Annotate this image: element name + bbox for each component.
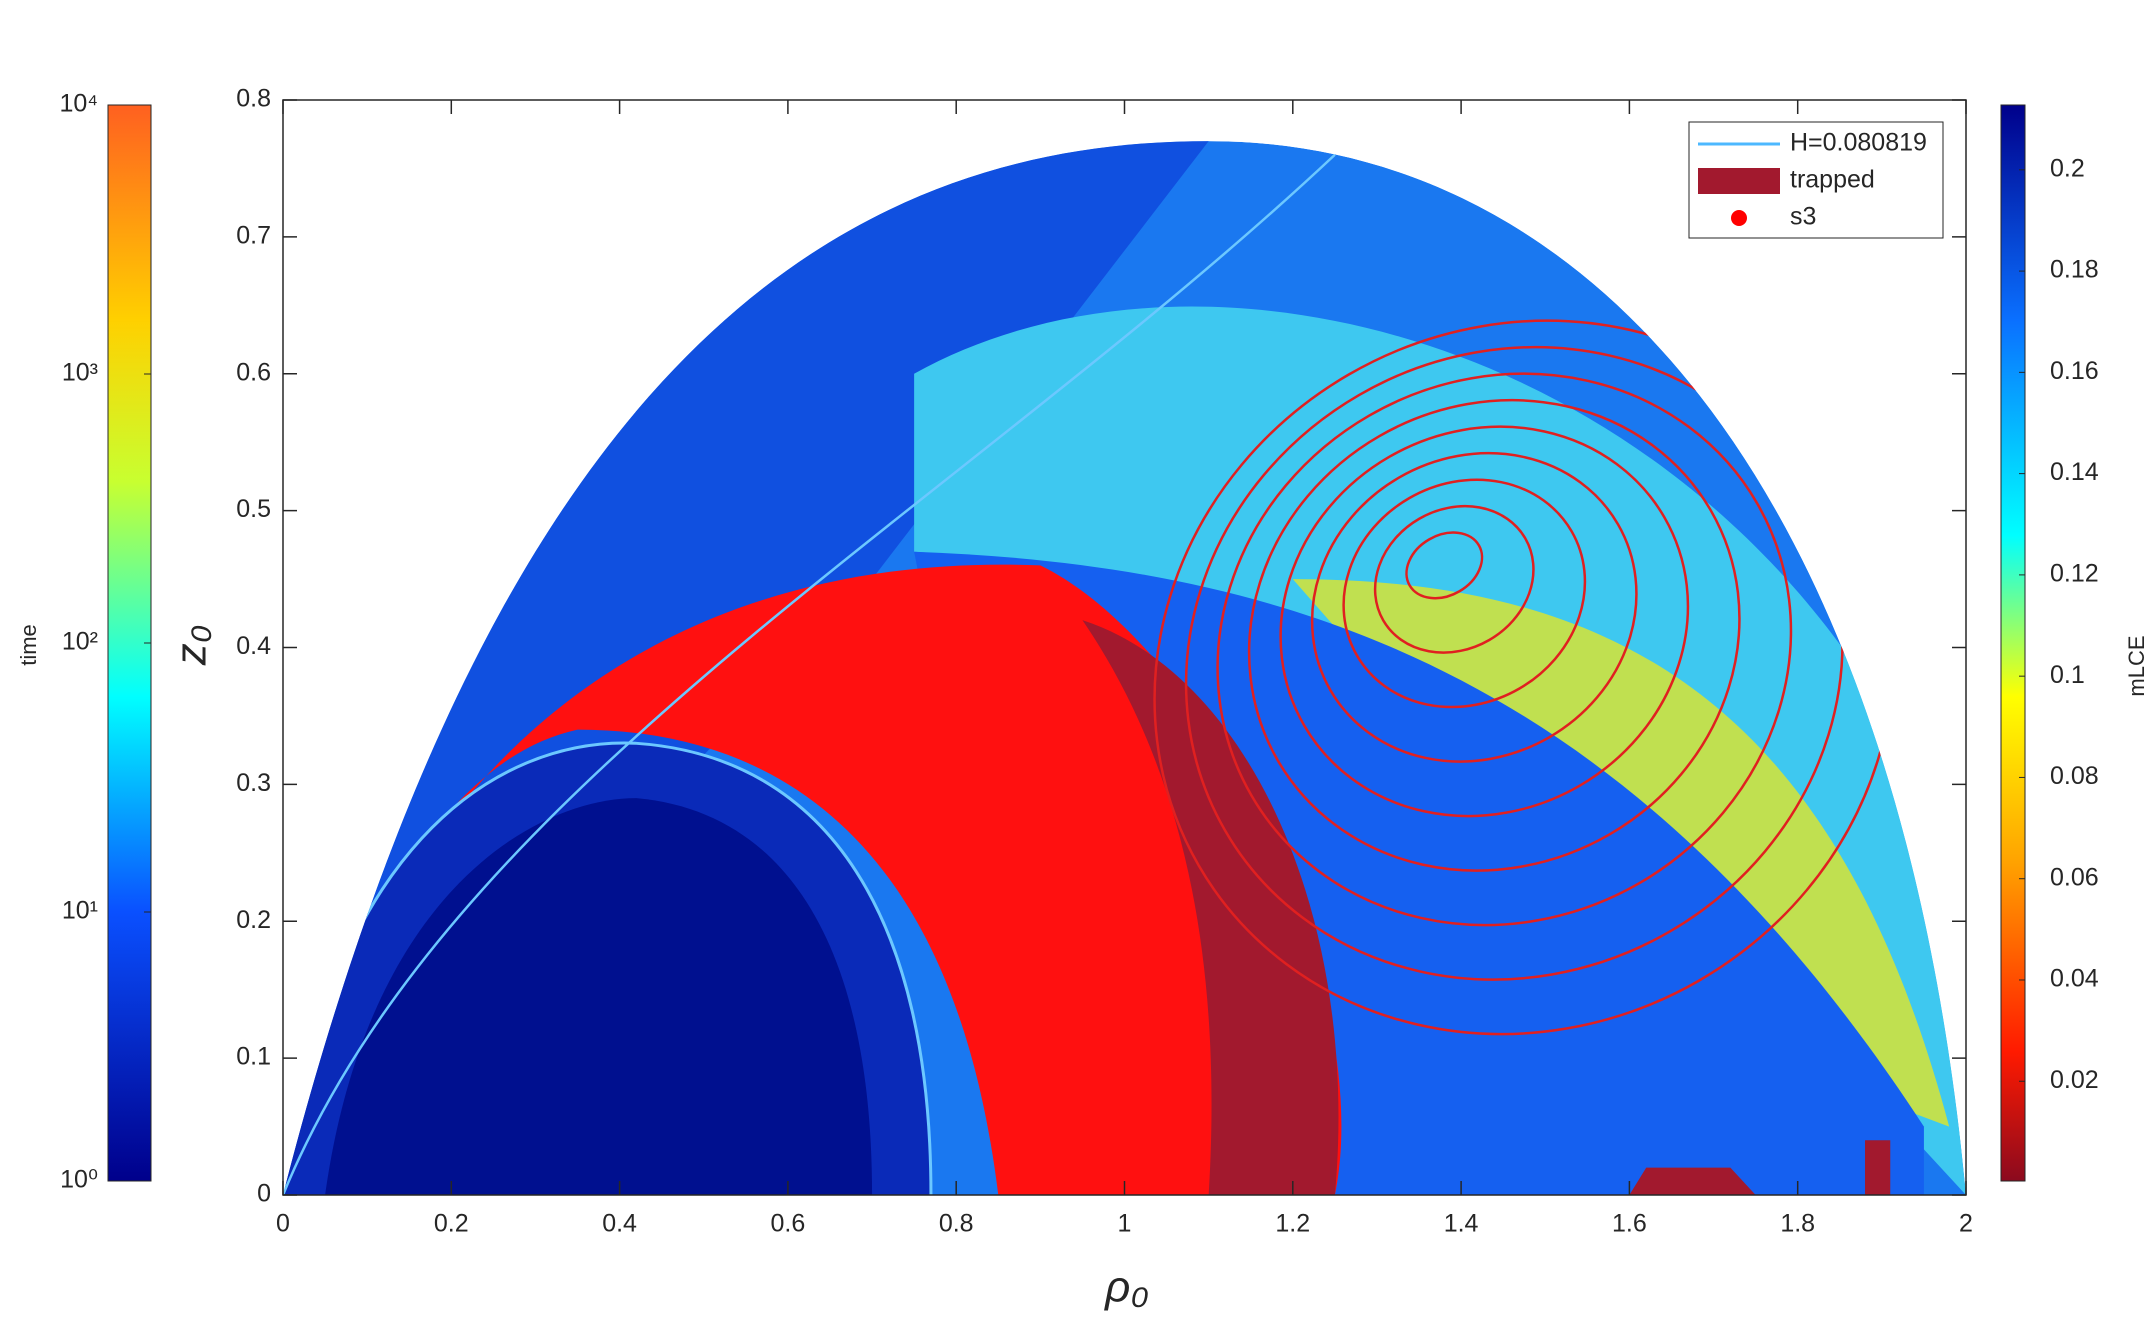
map-region bbox=[1082, 620, 1339, 1195]
map-curve bbox=[1310, 451, 1638, 763]
map-curve bbox=[1373, 504, 1535, 654]
colorbar2-label: time bbox=[16, 624, 41, 666]
map-curve bbox=[283, 153, 1336, 1195]
colorbar-tick-label: 0.2 bbox=[2050, 154, 2085, 182]
colorbar-label: mLCE bbox=[2124, 635, 2149, 696]
colorbar-tick-label: 10⁰ bbox=[60, 1166, 98, 1194]
colorbar-tick-label: 0.18 bbox=[2050, 256, 2099, 284]
y-tick-label: 0.3 bbox=[236, 769, 271, 797]
map-curve bbox=[1405, 531, 1484, 600]
x-tick-label: 1.8 bbox=[1780, 1210, 1815, 1238]
x-tick-label: 0.8 bbox=[939, 1210, 974, 1238]
legend-swatch bbox=[1731, 210, 1747, 226]
colorbar bbox=[2000, 104, 2026, 1182]
y-tick-label: 0.5 bbox=[236, 495, 271, 523]
x-axis-label: ρ₀ bbox=[1103, 1263, 1149, 1312]
x-tick-label: 1 bbox=[1118, 1210, 1132, 1238]
map-region bbox=[299, 564, 1342, 1195]
map-region bbox=[914, 306, 1966, 1195]
y-tick-label: 0.8 bbox=[236, 85, 271, 113]
colorbar bbox=[107, 104, 152, 1182]
x-tick-label: 0.2 bbox=[434, 1210, 469, 1238]
colorbar-tick-label: 0.08 bbox=[2050, 762, 2099, 790]
y-axis-label: z₀ bbox=[167, 625, 216, 667]
legend-label: H=0.080819 bbox=[1790, 129, 1927, 157]
x-tick-label: 1.6 bbox=[1612, 1210, 1647, 1238]
heatmap-image bbox=[283, 141, 1966, 1195]
map-curve bbox=[1279, 425, 1690, 818]
map-region bbox=[1865, 1140, 1891, 1195]
y-tick-label: 0 bbox=[257, 1180, 271, 1208]
map-curve bbox=[1247, 398, 1741, 872]
map-region bbox=[325, 798, 873, 1195]
x-tick-label: 0.4 bbox=[602, 1210, 637, 1238]
colorbar-tick-label: 0.06 bbox=[2050, 863, 2099, 891]
y-tick-label: 0.7 bbox=[236, 221, 271, 249]
map-region bbox=[1629, 1167, 1756, 1195]
colorbar-tick-label: 0.14 bbox=[2050, 458, 2099, 486]
y-tick-label: 0.6 bbox=[236, 358, 271, 386]
colorbar-tick-label: 10¹ bbox=[62, 897, 98, 925]
y-tick-label: 0.1 bbox=[236, 1043, 271, 1071]
colorbar-tick-label: 10³ bbox=[62, 359, 98, 387]
y-tick-label: 0.2 bbox=[236, 906, 271, 934]
colorbar-tick-label: 0.04 bbox=[2050, 965, 2099, 993]
legend-label: trapped bbox=[1790, 166, 1875, 194]
colorbar-tick-label: 0.02 bbox=[2050, 1066, 2099, 1094]
legend-swatch bbox=[1698, 168, 1780, 194]
legend-label: s3 bbox=[1790, 203, 1816, 231]
colorbar-tick-label: 0.16 bbox=[2050, 357, 2099, 385]
colorbar-tick-label: 0.1 bbox=[2050, 661, 2085, 689]
x-tick-label: 2 bbox=[1959, 1210, 1973, 1238]
colorbar-tick-label: 0.12 bbox=[2050, 560, 2099, 588]
colorbar-tick-label: 10⁴ bbox=[59, 90, 98, 118]
x-tick-label: 1.2 bbox=[1275, 1210, 1310, 1238]
x-tick-label: 0 bbox=[276, 1210, 290, 1238]
x-tick-label: 0.6 bbox=[771, 1210, 806, 1238]
map-curve bbox=[1216, 372, 1793, 927]
x-tick-label: 1.4 bbox=[1444, 1210, 1479, 1238]
y-tick-label: 0.4 bbox=[236, 632, 271, 660]
colorbar-tick-label: 10² bbox=[62, 628, 98, 656]
map-curve bbox=[1342, 478, 1587, 709]
